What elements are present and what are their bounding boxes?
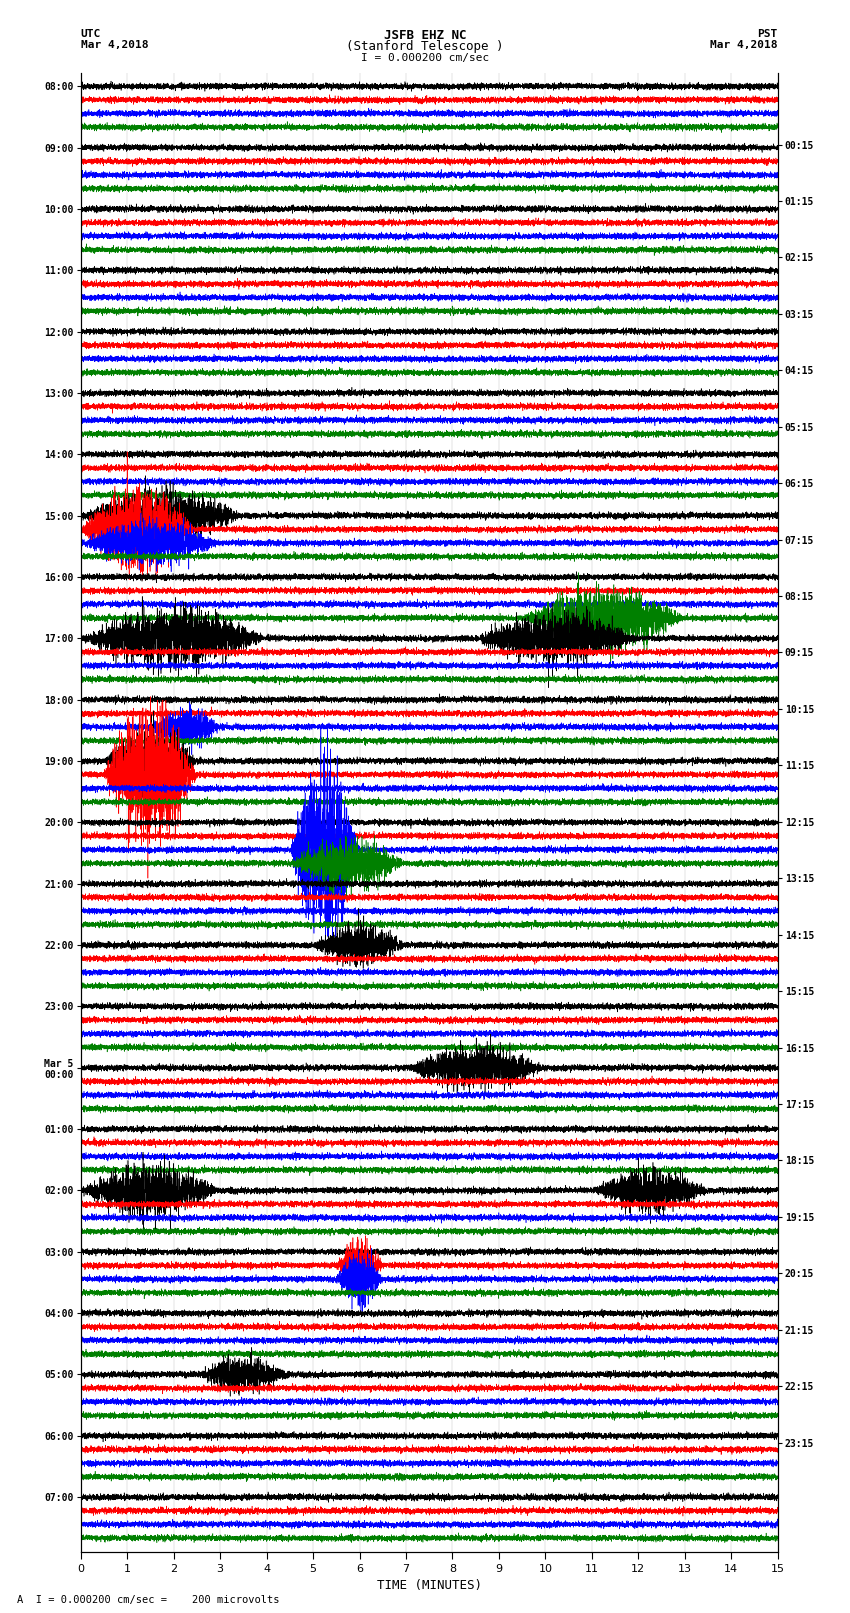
Text: A  I = 0.000200 cm/sec =    200 microvolts: A I = 0.000200 cm/sec = 200 microvolts — [17, 1595, 280, 1605]
Text: UTC: UTC — [81, 29, 101, 39]
Text: Mar 4,2018: Mar 4,2018 — [711, 40, 778, 50]
Text: PST: PST — [757, 29, 778, 39]
Text: JSFB EHZ NC: JSFB EHZ NC — [383, 29, 467, 42]
Text: (Stanford Telescope ): (Stanford Telescope ) — [346, 40, 504, 53]
Text: I = 0.000200 cm/sec: I = 0.000200 cm/sec — [361, 53, 489, 63]
X-axis label: TIME (MINUTES): TIME (MINUTES) — [377, 1579, 482, 1592]
Text: Mar 4,2018: Mar 4,2018 — [81, 40, 148, 50]
